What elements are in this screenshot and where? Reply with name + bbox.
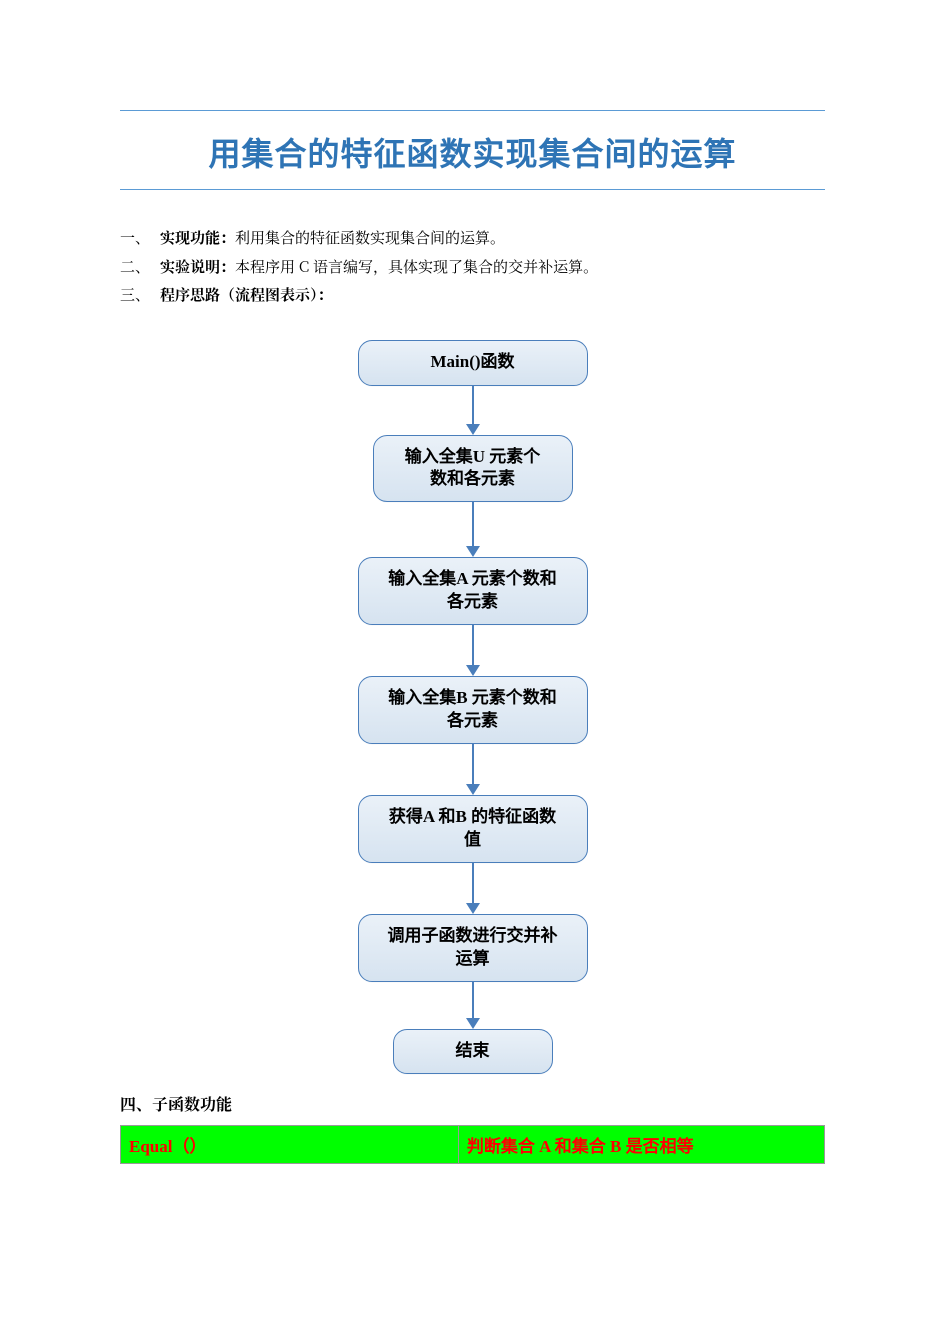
document-page: 用集合的特征函数实现集合间的运算 一、 实现功能：利用集合的特征函数实现集合间的… <box>0 0 945 1337</box>
intro-num: 三、 <box>120 281 160 310</box>
table-row: Equal（）判断集合 A 和集合 B 是否相等 <box>121 1125 825 1163</box>
intro-body: 利用集合的特征函数实现集合间的运算。 <box>235 227 505 248</box>
title-rule-top <box>120 110 825 111</box>
table-cell: Equal（） <box>121 1125 459 1163</box>
intro-text: 实现功能：利用集合的特征函数实现集合间的运算。 <box>160 224 825 253</box>
intro-body: 本程序用 C 语言编写，具体实现了集合的交并补运算。 <box>235 256 598 277</box>
title-block: 用集合的特征函数实现集合间的运算 <box>120 110 825 190</box>
page-title: 用集合的特征函数实现集合间的运算 <box>120 129 825 175</box>
table-cell: 判断集合 A 和集合 B 是否相等 <box>458 1125 824 1163</box>
intro-list: 一、 实现功能：利用集合的特征函数实现集合间的运算。 二、 实验说明：本程序用 … <box>120 224 825 310</box>
function-table: Equal（）判断集合 A 和集合 B 是否相等 <box>120 1125 825 1164</box>
intro-num: 二、 <box>120 253 160 282</box>
flow-node-n2: 输入全集U 元素个数和各元素 <box>373 435 573 503</box>
intro-label: 实验说明： <box>160 256 235 277</box>
flow-node-n1: Main()函数 <box>358 340 588 386</box>
intro-label: 实现功能： <box>160 227 235 248</box>
flowchart: Main()函数输入全集U 元素个数和各元素输入全集A 元素个数和各元素输入全集… <box>120 340 825 1074</box>
intro-text: 实验说明：本程序用 C 语言编写，具体实现了集合的交并补运算。 <box>160 253 825 282</box>
flow-node-n5: 获得A 和B 的特征函数值 <box>358 795 588 863</box>
section4-heading: 四、子函数功能 <box>120 1092 825 1115</box>
flow-node-n3: 输入全集A 元素个数和各元素 <box>358 557 588 625</box>
intro-num: 一、 <box>120 224 160 253</box>
flow-node-n4: 输入全集B 元素个数和各元素 <box>358 676 588 744</box>
flow-node-n7: 结束 <box>393 1029 553 1074</box>
flow-node-n6: 调用子函数进行交并补运算 <box>358 914 588 982</box>
title-rule-bottom <box>120 189 825 190</box>
intro-label: 程序思路（流程图表示）： <box>160 284 333 305</box>
intro-row-1: 一、 实现功能：利用集合的特征函数实现集合间的运算。 <box>120 224 825 253</box>
intro-text: 程序思路（流程图表示）： <box>160 281 825 310</box>
intro-row-2: 二、 实验说明：本程序用 C 语言编写，具体实现了集合的交并补运算。 <box>120 253 825 282</box>
intro-row-3: 三、 程序思路（流程图表示）： <box>120 281 825 310</box>
